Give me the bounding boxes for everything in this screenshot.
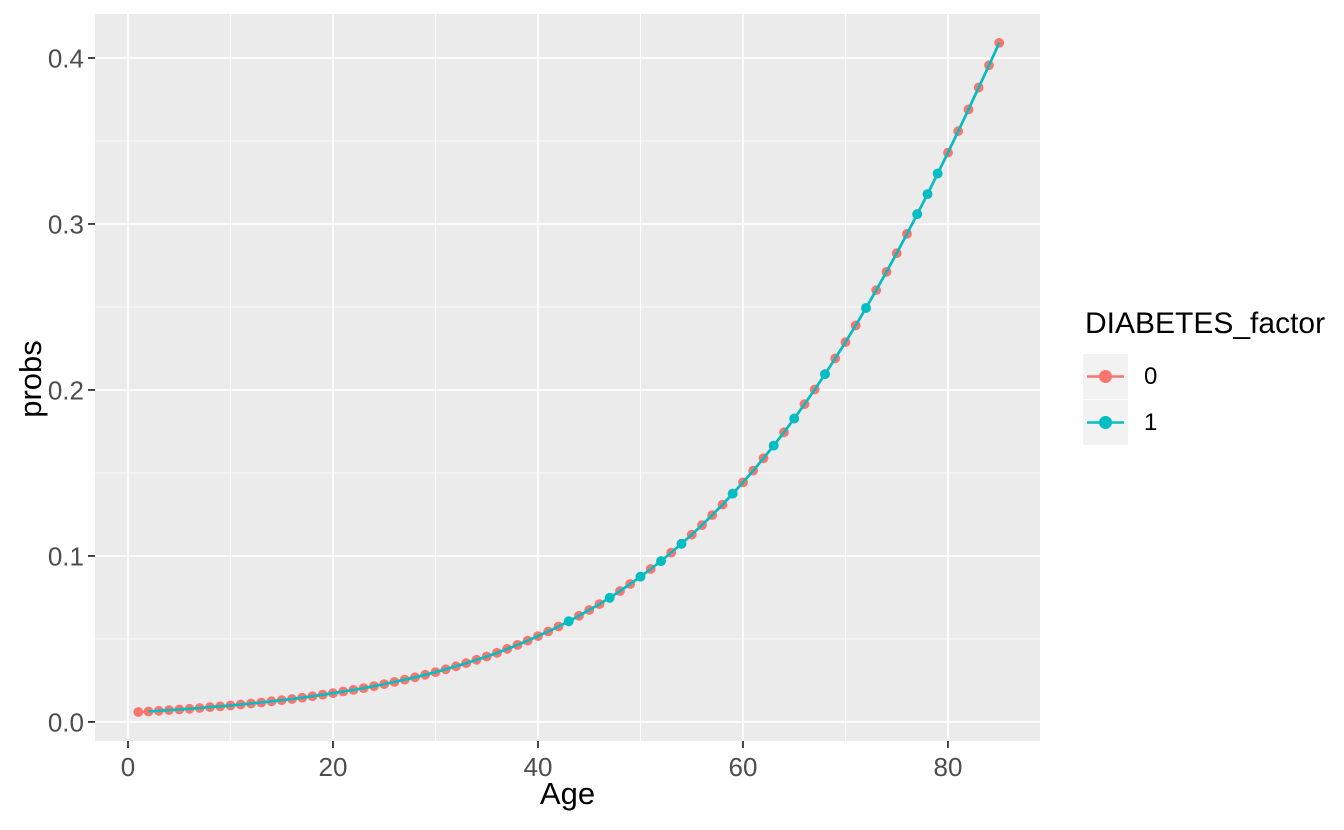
series-1-point xyxy=(727,488,738,499)
legend: DIABETES_factor 0 1 xyxy=(1083,306,1325,446)
legend-key-0-glyph xyxy=(1087,370,1124,383)
series-1-point xyxy=(820,369,830,380)
series-1-point xyxy=(912,209,923,220)
series-1-point xyxy=(563,616,574,627)
series-1-point xyxy=(656,556,666,566)
x-axis-title: Age xyxy=(539,776,596,811)
x-tick-label: 0 xyxy=(121,752,135,782)
series-1-point xyxy=(932,168,943,179)
series-1-point xyxy=(768,440,779,451)
panel-background xyxy=(95,14,1040,741)
legend-label-0: 0 xyxy=(1144,362,1158,390)
series-1-point xyxy=(676,538,687,549)
x-tick-label: 40 xyxy=(524,752,553,782)
legend-key-0-swatch xyxy=(1083,354,1128,399)
series-1-point xyxy=(789,413,800,424)
legend-key-1-glyph xyxy=(1087,416,1124,429)
legend-entry-0: 0 xyxy=(1083,354,1325,399)
legend-entry-1: 1 xyxy=(1083,400,1325,445)
series-0-point xyxy=(133,707,144,717)
y-tick-label: 0.3 xyxy=(48,209,84,239)
y-tick-label: 0.2 xyxy=(48,375,84,405)
x-tick-label: 20 xyxy=(319,752,348,782)
y-tick-label: 0.0 xyxy=(48,707,84,737)
y-tick-label: 0.1 xyxy=(48,541,84,571)
series-1-point xyxy=(604,592,615,603)
legend-key-1-swatch xyxy=(1083,400,1128,445)
series-1-point xyxy=(861,303,871,313)
series-1-points xyxy=(563,168,943,627)
x-tick-label: 80 xyxy=(933,752,962,782)
series-1-point xyxy=(922,189,933,200)
y-axis-title: probs xyxy=(13,340,48,418)
series-1-line xyxy=(148,42,1001,713)
legend-title: DIABETES_factor xyxy=(1085,307,1326,340)
legend-label-1: 1 xyxy=(1144,408,1158,436)
series-1-point xyxy=(635,571,646,582)
y-tick-label: 0.4 xyxy=(48,43,84,73)
x-tick-label: 60 xyxy=(729,752,758,782)
